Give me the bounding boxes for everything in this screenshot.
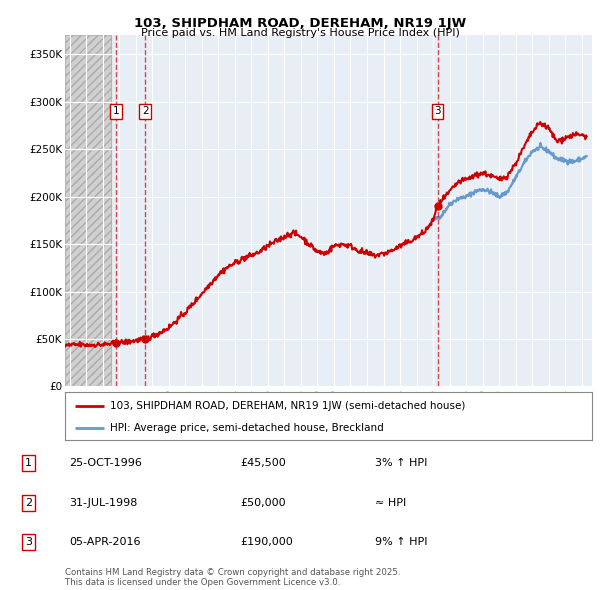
Text: Contains HM Land Registry data © Crown copyright and database right 2025.
This d: Contains HM Land Registry data © Crown c…	[65, 568, 400, 587]
Text: 103, SHIPDHAM ROAD, DEREHAM, NR19 1JW: 103, SHIPDHAM ROAD, DEREHAM, NR19 1JW	[134, 17, 466, 30]
Bar	[65, 35, 111, 386]
Text: ≈ HPI: ≈ HPI	[375, 498, 406, 507]
Text: £190,000: £190,000	[240, 537, 293, 546]
Text: £45,500: £45,500	[240, 458, 286, 468]
Text: 3: 3	[25, 537, 32, 546]
Text: 25-OCT-1996: 25-OCT-1996	[69, 458, 142, 468]
Text: 05-APR-2016: 05-APR-2016	[69, 537, 140, 546]
Text: 1: 1	[25, 458, 32, 468]
Text: 103, SHIPDHAM ROAD, DEREHAM, NR19 1JW (semi-detached house): 103, SHIPDHAM ROAD, DEREHAM, NR19 1JW (s…	[110, 401, 465, 411]
Bar	[65, 35, 111, 386]
Text: 1: 1	[113, 106, 119, 116]
Text: 2: 2	[142, 106, 149, 116]
Text: 2: 2	[25, 498, 32, 507]
Text: HPI: Average price, semi-detached house, Breckland: HPI: Average price, semi-detached house,…	[110, 423, 383, 432]
Text: 31-JUL-1998: 31-JUL-1998	[69, 498, 137, 507]
Text: 9% ↑ HPI: 9% ↑ HPI	[375, 537, 427, 546]
Text: £50,000: £50,000	[240, 498, 286, 507]
Text: Price paid vs. HM Land Registry's House Price Index (HPI): Price paid vs. HM Land Registry's House …	[140, 28, 460, 38]
Text: 3% ↑ HPI: 3% ↑ HPI	[375, 458, 427, 468]
Text: 3: 3	[434, 106, 441, 116]
